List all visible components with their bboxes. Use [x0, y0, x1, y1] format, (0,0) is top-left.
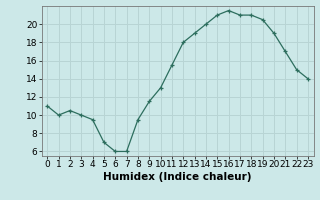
X-axis label: Humidex (Indice chaleur): Humidex (Indice chaleur)	[103, 172, 252, 182]
